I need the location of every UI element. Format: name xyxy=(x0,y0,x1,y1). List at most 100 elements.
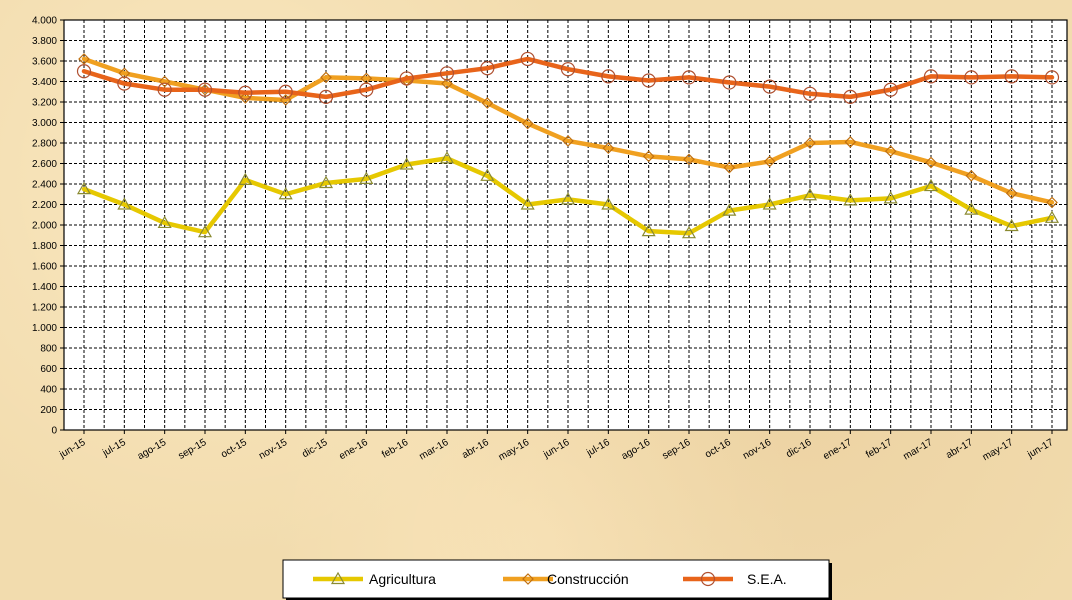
x-tick-label: ene-16 xyxy=(337,437,370,462)
data-point xyxy=(481,97,494,109)
data-point xyxy=(722,75,737,90)
data-point xyxy=(197,82,213,97)
data-point xyxy=(158,75,171,88)
x-tick-label: feb-17 xyxy=(864,437,894,461)
data-point xyxy=(681,225,697,239)
data-point xyxy=(804,137,816,149)
data-point xyxy=(843,89,858,104)
data-point xyxy=(238,85,253,100)
data-point xyxy=(157,82,172,97)
legend-marker xyxy=(522,573,534,585)
legend-box xyxy=(282,559,830,599)
x-tick-label: nov-16 xyxy=(741,437,773,462)
data-point xyxy=(278,187,293,200)
y-axis: 0 200 400 600 800 1.000 1.200 1.400 1.600 1.800 2.… xyxy=(32,16,64,437)
data-point xyxy=(399,71,414,86)
x-tick-label: dic-16 xyxy=(784,437,813,460)
data-point xyxy=(965,169,978,182)
data-point xyxy=(802,86,818,101)
data-point xyxy=(884,145,897,158)
data-point xyxy=(480,61,495,76)
x-tick-label: sep-15 xyxy=(177,437,209,462)
data-point xyxy=(320,71,332,84)
legend-label: S.E.A. xyxy=(747,571,787,587)
data-point xyxy=(723,161,736,174)
data-point xyxy=(117,197,132,210)
y-tick-label: 2.600 xyxy=(32,159,57,170)
data-point xyxy=(239,92,252,104)
y-tick-label: 200 xyxy=(40,405,57,416)
legend-label: Agricultura xyxy=(369,571,436,587)
data-point xyxy=(480,168,495,181)
x-tick-label: sep-16 xyxy=(661,437,693,462)
data-point xyxy=(883,82,898,97)
x-tick-label: jun-17 xyxy=(1025,437,1056,461)
x-tick-label: mar-17 xyxy=(902,437,935,463)
data-point xyxy=(923,69,939,84)
data-point xyxy=(923,178,939,192)
x-tick-label: oct-15 xyxy=(219,437,249,461)
x-tick-label: abr-16 xyxy=(460,437,491,461)
data-point xyxy=(1004,218,1019,232)
x-tick-label: dic-15 xyxy=(300,437,329,460)
x-tick-label: oct-16 xyxy=(703,437,733,461)
x-tick-label: jun-15 xyxy=(57,437,88,461)
legend-marker xyxy=(330,571,346,585)
data-point xyxy=(399,157,414,170)
data-point xyxy=(359,82,374,97)
y-tick-label: 0 xyxy=(51,426,57,437)
y-tick-label: 3.200 xyxy=(32,98,57,109)
legend-label: Construcción xyxy=(547,571,629,587)
y-tick-label: 1.000 xyxy=(32,323,57,334)
y-tick-label: 3.000 xyxy=(32,118,57,129)
data-point xyxy=(1044,210,1060,223)
y-tick-label: 1.800 xyxy=(32,241,57,252)
data-point xyxy=(441,77,453,90)
data-point xyxy=(641,223,656,237)
data-point xyxy=(964,70,979,85)
data-point xyxy=(1046,196,1058,209)
data-point xyxy=(78,53,90,65)
data-point xyxy=(560,62,576,77)
series-line xyxy=(81,156,1055,236)
data-point xyxy=(1005,187,1018,200)
data-point xyxy=(197,224,213,238)
data-point xyxy=(601,197,616,210)
data-point xyxy=(722,203,737,216)
data-point xyxy=(238,172,253,185)
y-tick-label: 2.800 xyxy=(32,139,57,150)
legend-marker xyxy=(700,571,716,587)
data-point xyxy=(157,215,172,229)
data-point xyxy=(562,135,574,147)
data-point xyxy=(318,89,334,104)
y-tick-label: 1.600 xyxy=(32,262,57,273)
y-tick-label: 3.800 xyxy=(32,36,57,47)
data-point xyxy=(762,197,777,210)
data-point xyxy=(681,70,697,85)
y-tick-label: 2.400 xyxy=(32,180,57,191)
y-tick-label: 2.200 xyxy=(32,200,57,211)
data-point xyxy=(601,69,616,84)
data-point xyxy=(359,171,374,184)
x-tick-label: jun-16 xyxy=(541,437,572,461)
y-tick-label: 3.600 xyxy=(32,57,57,68)
data-point xyxy=(1044,70,1060,85)
data-point xyxy=(802,188,818,201)
x-tick-label: jul-16 xyxy=(584,437,612,459)
y-tick-label: 2.000 xyxy=(32,221,57,232)
data-point xyxy=(1004,69,1019,84)
data-point xyxy=(844,136,857,148)
x-tick-label: may-16 xyxy=(497,437,532,463)
x-tick-label: mar-16 xyxy=(418,437,451,463)
data-point xyxy=(602,142,615,154)
x-tick-label: ago-16 xyxy=(620,437,653,462)
data-point xyxy=(117,76,132,91)
data-point xyxy=(883,191,898,204)
data-point xyxy=(521,117,534,130)
data-point xyxy=(641,73,656,88)
x-tick-label: ago-15 xyxy=(136,437,169,462)
data-point xyxy=(520,51,535,67)
data-point xyxy=(843,193,858,206)
data-point xyxy=(278,84,293,99)
